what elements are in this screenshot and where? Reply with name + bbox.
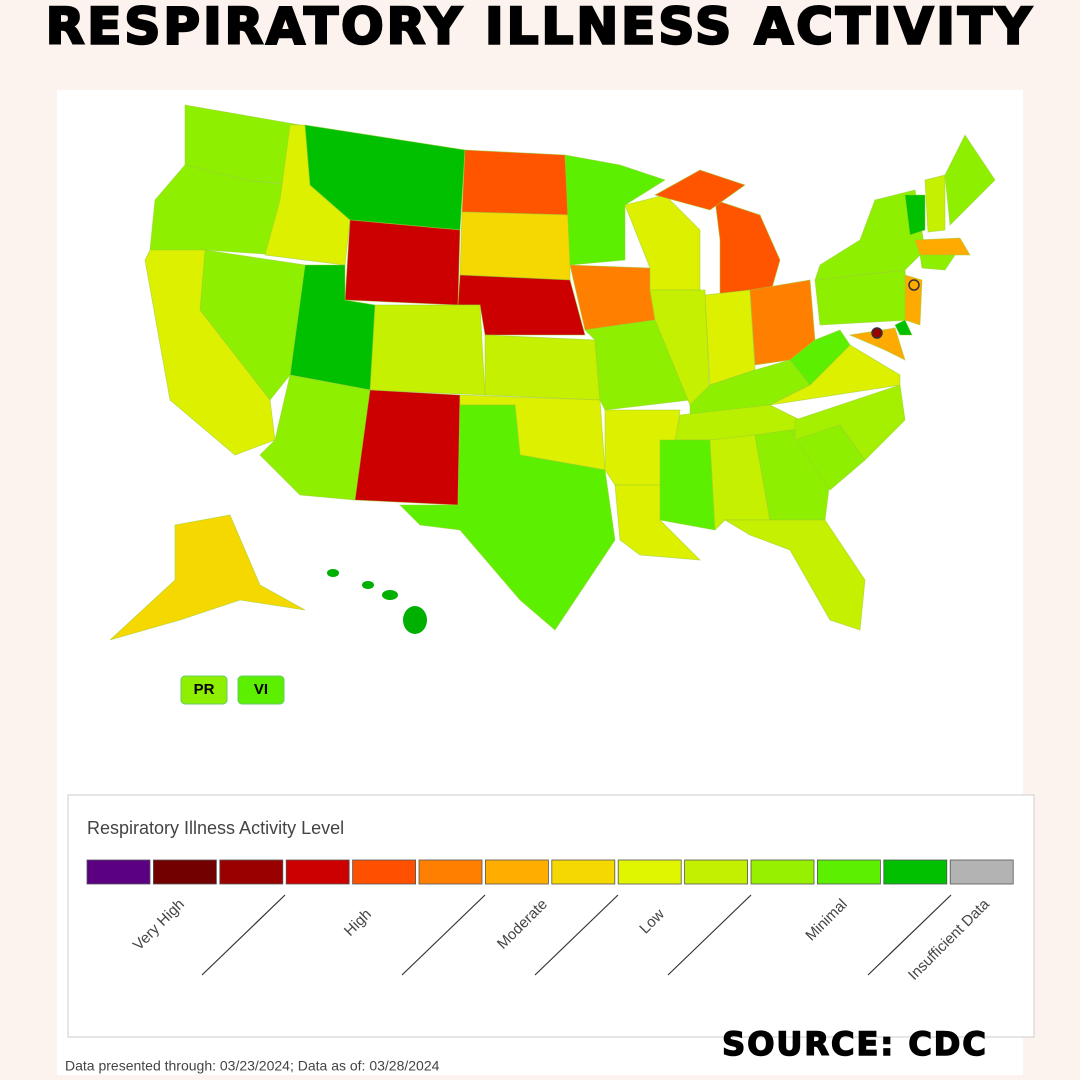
legend-swatch bbox=[684, 859, 748, 885]
legend-title: Respiratory Illness Activity Level bbox=[87, 818, 344, 838]
state bbox=[461, 149, 571, 216]
legend-swatch bbox=[617, 859, 682, 885]
legend-swatch bbox=[883, 859, 948, 885]
legend-swatch bbox=[285, 859, 350, 885]
territories: PR VI bbox=[180, 675, 285, 705]
state bbox=[924, 174, 946, 233]
state bbox=[653, 169, 746, 211]
state bbox=[789, 329, 851, 386]
state bbox=[723, 519, 866, 631]
territory-label: VI bbox=[254, 681, 268, 698]
state bbox=[459, 211, 571, 281]
dc-marker bbox=[871, 327, 883, 339]
state bbox=[109, 514, 306, 641]
state bbox=[904, 194, 926, 236]
map bbox=[109, 104, 996, 641]
state bbox=[369, 304, 486, 396]
legend-swatch bbox=[484, 859, 549, 885]
legend-dividers bbox=[201, 894, 952, 976]
state bbox=[754, 429, 831, 521]
nyc-marker bbox=[908, 279, 920, 291]
state bbox=[919, 254, 956, 271]
legend-swatch bbox=[551, 859, 616, 885]
legend-swatches bbox=[86, 859, 1014, 885]
state bbox=[769, 344, 901, 406]
territory-label: PR bbox=[194, 681, 215, 698]
legend-box bbox=[67, 794, 1035, 1038]
state bbox=[894, 319, 913, 336]
hawaii bbox=[327, 569, 427, 634]
legend-swatch bbox=[949, 859, 1014, 885]
state bbox=[944, 134, 996, 226]
state bbox=[484, 334, 601, 401]
legend-swatch bbox=[352, 859, 417, 885]
footer: Data presented through: 03/23/2024; Data… bbox=[65, 1058, 440, 1074]
source: SOURCE: CDC bbox=[722, 1025, 988, 1063]
state bbox=[914, 237, 971, 256]
state bbox=[399, 404, 616, 631]
legend-swatch bbox=[86, 859, 151, 885]
legend-swatch bbox=[750, 859, 815, 885]
state bbox=[704, 289, 756, 386]
state bbox=[569, 264, 656, 331]
legend-swatch bbox=[817, 859, 881, 885]
title: RESPIRATORY ILLNESS ACTIVITY bbox=[46, 0, 1034, 56]
legend-swatch bbox=[418, 859, 483, 885]
state bbox=[354, 389, 461, 506]
territory-button bbox=[237, 675, 285, 705]
state bbox=[344, 219, 461, 306]
legend-swatch bbox=[152, 859, 217, 885]
legend-swatch bbox=[219, 859, 284, 885]
territory-button bbox=[180, 675, 228, 705]
state bbox=[659, 439, 716, 531]
